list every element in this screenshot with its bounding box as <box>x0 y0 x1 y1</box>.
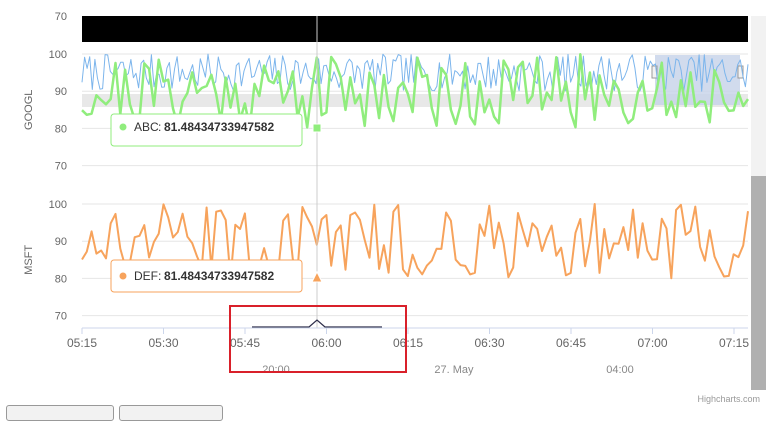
y-tick-label: 100 <box>49 49 67 61</box>
button-left[interactable] <box>6 405 114 421</box>
y-tick-label: 80 <box>55 273 67 285</box>
button-right[interactable] <box>119 405 223 421</box>
navigator-label: 20:00 <box>262 364 290 376</box>
y-axis-msft: 70 80 90 100 MSFT <box>23 199 67 323</box>
y-axis-googl: 70 80 90 100 GOOGL 70 <box>23 11 67 173</box>
x-tick-label: 05:30 <box>148 336 178 350</box>
y-tick-label-partial: 70 <box>55 11 67 23</box>
tooltip-def-value: 81.48434733947582 <box>164 269 274 283</box>
x-tick-label: 06:45 <box>556 336 586 350</box>
x-tick-label: 07:00 <box>637 336 667 350</box>
x-tick-label: 06:15 <box>393 336 423 350</box>
x-axis-ticks: 05:15 05:30 05:45 06:00 06:15 06:30 06:45 07:00… <box>67 328 749 350</box>
x-tick-label: 05:15 <box>67 336 97 350</box>
navigator-label: 04:00 <box>606 364 634 376</box>
tooltip-abc-value: 81.48434733947582 <box>164 120 274 134</box>
svg-text::: : <box>158 120 161 134</box>
x-tick-label: 05:45 <box>230 336 260 350</box>
highlight-box <box>229 305 407 373</box>
y-axis-title: MSFT <box>23 245 35 275</box>
x-tick-label: 07:15 <box>719 336 749 350</box>
y-tick-label: 90 <box>55 86 67 98</box>
y-tick-label: 90 <box>55 236 67 248</box>
top-band <box>82 16 748 42</box>
scrollbar-thumb[interactable] <box>751 176 766 390</box>
svg-text::: : <box>158 269 161 283</box>
tooltip-abc: ABC : 81.48434733947582 <box>110 113 322 147</box>
y-tick-label: 70 <box>55 161 67 173</box>
tooltip-abc-marker <box>312 123 322 133</box>
navigator-labels: 20:00 27. May 04:00 <box>262 364 634 376</box>
y-tick-label: 80 <box>55 123 67 135</box>
x-tick-label: 06:30 <box>474 336 504 350</box>
navigator-label: 27. May <box>434 364 474 376</box>
tooltip-def-series: DEF <box>134 269 158 283</box>
tooltip-abc-series: ABC <box>134 120 159 134</box>
navigator-series <box>252 319 382 328</box>
series-layer <box>81 53 750 280</box>
credits-text[interactable]: Highcharts.com <box>697 394 760 404</box>
x-tick-label: 06:00 <box>311 336 341 350</box>
tooltip-def-marker <box>311 270 323 283</box>
selection-handle-right[interactable] <box>737 65 744 79</box>
tooltip-def: DEF : 81.48434733947582 <box>110 259 323 293</box>
series-line-p0s1 <box>81 53 749 92</box>
range-band <box>82 94 748 107</box>
y-tick-label: 70 <box>55 311 67 323</box>
selection-handle-left[interactable] <box>651 65 658 79</box>
series-line-def <box>81 203 749 280</box>
y-tick-label: 100 <box>49 199 67 211</box>
series-line-abc <box>81 53 750 130</box>
y-axis-title: GOOGL <box>23 90 35 130</box>
